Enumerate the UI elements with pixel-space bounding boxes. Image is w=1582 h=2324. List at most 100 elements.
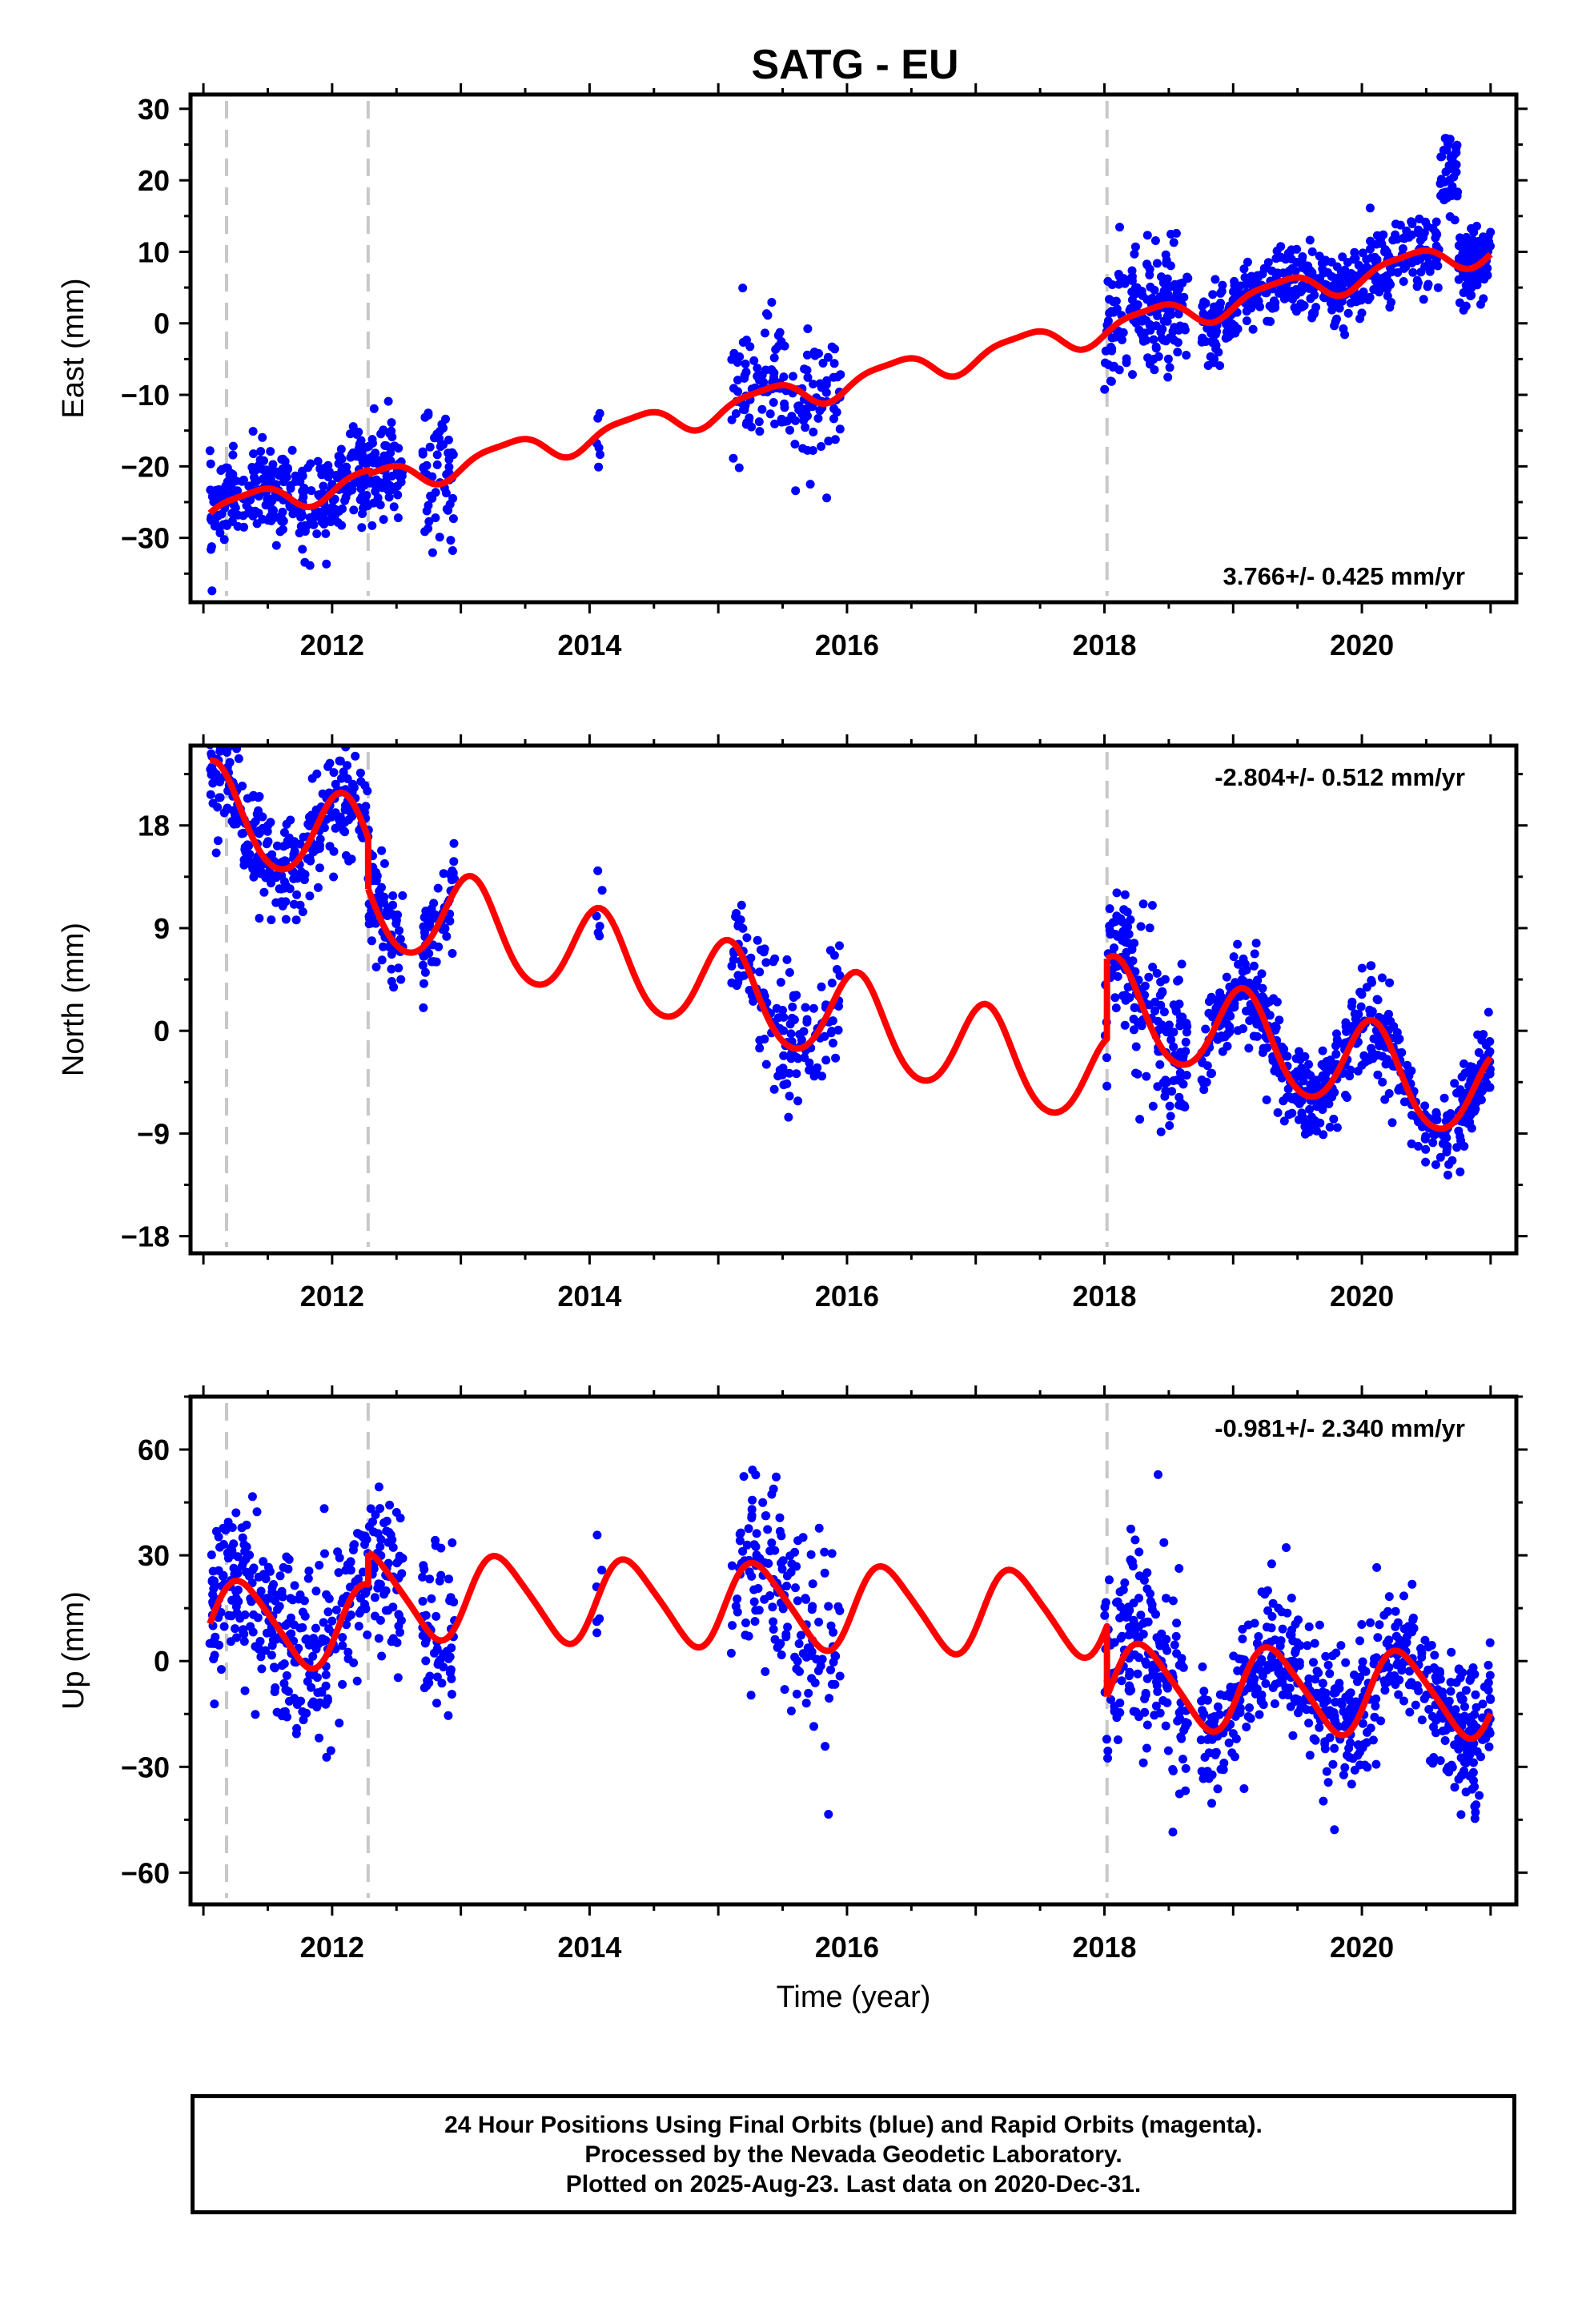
data-point [1456, 1167, 1465, 1176]
data-point [1365, 292, 1375, 302]
data-point [1270, 1658, 1279, 1667]
data-point [833, 965, 841, 974]
data-point [830, 344, 840, 354]
data-point [1245, 1703, 1254, 1712]
data-point [1100, 358, 1110, 368]
data-point [1125, 1682, 1134, 1691]
data-point [205, 446, 215, 456]
data-point [1347, 1779, 1356, 1789]
data-point [379, 892, 389, 902]
data-point [809, 380, 818, 389]
data-point [785, 1068, 794, 1078]
data-point [1269, 994, 1279, 1003]
data-point [1407, 217, 1416, 227]
data-point [224, 1610, 234, 1620]
data-point [1442, 1143, 1452, 1152]
data-point [231, 1586, 241, 1596]
data-point [1253, 975, 1262, 985]
data-point [347, 485, 357, 495]
data-point [1148, 1671, 1158, 1680]
data-point [447, 1690, 456, 1699]
data-point [1142, 1072, 1151, 1081]
data-point [432, 1699, 441, 1708]
data-point [1153, 1082, 1162, 1092]
data-point [363, 786, 372, 796]
data-point [366, 1504, 375, 1514]
data-point [279, 477, 288, 487]
data-point [1372, 1562, 1382, 1572]
data-point [374, 1634, 383, 1643]
data-point [428, 472, 437, 481]
data-point [789, 372, 797, 381]
data-point [1107, 333, 1117, 343]
data-point [315, 464, 325, 473]
data-point [1481, 246, 1490, 255]
data-point [1379, 1014, 1389, 1023]
data-point [761, 958, 771, 967]
data-point [1463, 1068, 1472, 1077]
data-point [1130, 1535, 1140, 1545]
data-point [383, 1538, 393, 1547]
data-point [1304, 1059, 1313, 1069]
data-point [749, 1597, 759, 1606]
data-point [823, 352, 833, 362]
data-point [760, 1035, 769, 1043]
x-tick-label: 2012 [300, 1280, 364, 1313]
data-point [1238, 1634, 1247, 1644]
data-point [1126, 915, 1135, 924]
data-point [1471, 1807, 1480, 1817]
data-point [345, 1582, 355, 1592]
data-point [261, 1574, 271, 1583]
data-point [1165, 1101, 1174, 1111]
plot-frame [188, 92, 1519, 605]
data-point [1287, 1630, 1296, 1639]
data-point [309, 513, 319, 523]
data-point [1358, 1719, 1367, 1728]
data-point [1273, 1108, 1283, 1117]
data-point [1353, 1067, 1363, 1076]
data-point [816, 1661, 825, 1671]
data-point [1149, 335, 1158, 344]
x-tick-label: 2014 [557, 629, 621, 661]
data-point [1177, 1734, 1186, 1743]
data-point [769, 1084, 779, 1094]
data-point [227, 1546, 237, 1555]
data-point [742, 933, 752, 943]
data-point [233, 1552, 243, 1562]
data-point [1330, 1743, 1339, 1753]
data-point [1157, 272, 1166, 282]
data-point [820, 1568, 829, 1578]
data-point [1458, 1668, 1468, 1678]
data-point [1227, 321, 1236, 331]
data-point [334, 1568, 343, 1578]
data-point [1330, 321, 1339, 331]
data-point [1103, 316, 1113, 326]
data-point [1419, 228, 1429, 238]
data-point [281, 470, 291, 480]
data-point [1123, 922, 1133, 931]
data-point [1391, 1606, 1400, 1616]
data-point [1485, 1037, 1495, 1046]
data-point [1456, 1085, 1465, 1095]
data-point [371, 963, 381, 971]
data-point [592, 1628, 602, 1638]
data-point [1447, 182, 1457, 191]
data-point [775, 1513, 785, 1522]
data-point [1420, 1101, 1430, 1111]
data-point [754, 417, 764, 427]
data-point [248, 511, 258, 521]
data-point [243, 840, 252, 850]
data-point [1303, 1641, 1312, 1651]
data-point [367, 936, 376, 946]
data-point [1315, 1723, 1324, 1732]
data-point [1285, 1683, 1295, 1693]
data-point [1292, 1661, 1302, 1671]
data-point [1291, 1646, 1300, 1655]
data-point [1127, 266, 1137, 275]
data-point [228, 450, 238, 460]
data-point [445, 1596, 455, 1606]
data-point [745, 413, 754, 423]
data-point [831, 1053, 841, 1063]
data-point [217, 1665, 226, 1675]
data-point [256, 1586, 266, 1596]
